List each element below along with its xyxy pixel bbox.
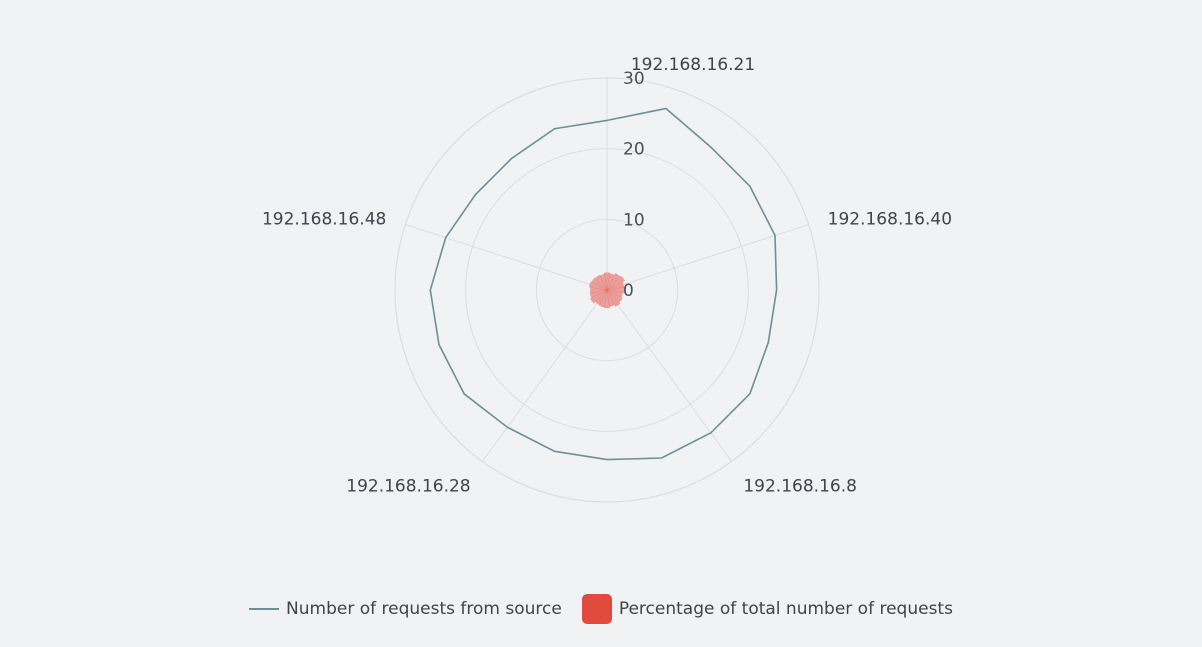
- legend: Number of requests from source Percentag…: [0, 594, 1202, 624]
- percentage-wedge: [606, 275, 626, 291]
- percentage-wedge: [588, 281, 608, 291]
- tick-label-20: 20: [623, 140, 645, 160]
- axis-label: 192.168.16.40: [828, 209, 952, 229]
- percentage-wedge: [591, 277, 608, 291]
- percentage-wedge: [594, 274, 608, 291]
- spoke-line: [606, 289, 733, 462]
- percentage-wedge: [604, 272, 610, 291]
- percentage-wedge: [606, 289, 623, 303]
- percentage-wedge: [590, 287, 608, 293]
- legend-item-percentage[interactable]: Percentage of total number of requests: [581, 594, 953, 624]
- tick-label-10: 10: [623, 210, 645, 230]
- legend-label-percentage: Percentage of total number of requests: [618, 599, 953, 619]
- requests-line: [429, 107, 778, 461]
- axis-label: 192.168.16.28: [346, 477, 470, 497]
- percentage-wedge: [606, 289, 621, 307]
- percentage-wedge: [598, 289, 608, 308]
- percentage-wedge: [606, 273, 615, 291]
- percentage-wedge: [594, 289, 608, 306]
- axis-label: 192.168.16.21: [631, 55, 755, 75]
- percentage-bars: [588, 272, 626, 309]
- spoke-line: [405, 224, 608, 291]
- axis-labels: 192.168.16.21 192.168.16.40 192.168.16.8 19…: [262, 55, 952, 497]
- axis-label: 192.168.16.48: [262, 209, 386, 229]
- radial-tick-labels: 0 10 20 30: [623, 69, 645, 301]
- percentage-wedge: [589, 289, 608, 299]
- percentage-wedge: [603, 289, 611, 309]
- percentage-wedge: [606, 273, 621, 291]
- percentage-wedge: [606, 286, 626, 294]
- legend-label-requests: Number of requests from source: [286, 599, 562, 619]
- radar-spokes: [405, 78, 809, 462]
- axis-label: 192.168.16.8: [743, 477, 857, 497]
- percentage-wedge: [599, 273, 608, 291]
- requests-series: [429, 107, 778, 461]
- percentage-wedge: [606, 289, 624, 298]
- legend-line-icon: [249, 608, 280, 610]
- spoke-line: [481, 289, 608, 462]
- spoke-line: [606, 224, 809, 291]
- tick-label-30: 30: [623, 69, 645, 89]
- percentage-wedge: [606, 281, 625, 291]
- tick-label-0: 0: [623, 281, 634, 301]
- percentage-wedge: [606, 289, 615, 307]
- legend-item-requests[interactable]: Number of requests from source: [249, 599, 562, 619]
- percentage-wedge: [590, 289, 608, 304]
- legend-swatch-icon: [581, 594, 612, 624]
